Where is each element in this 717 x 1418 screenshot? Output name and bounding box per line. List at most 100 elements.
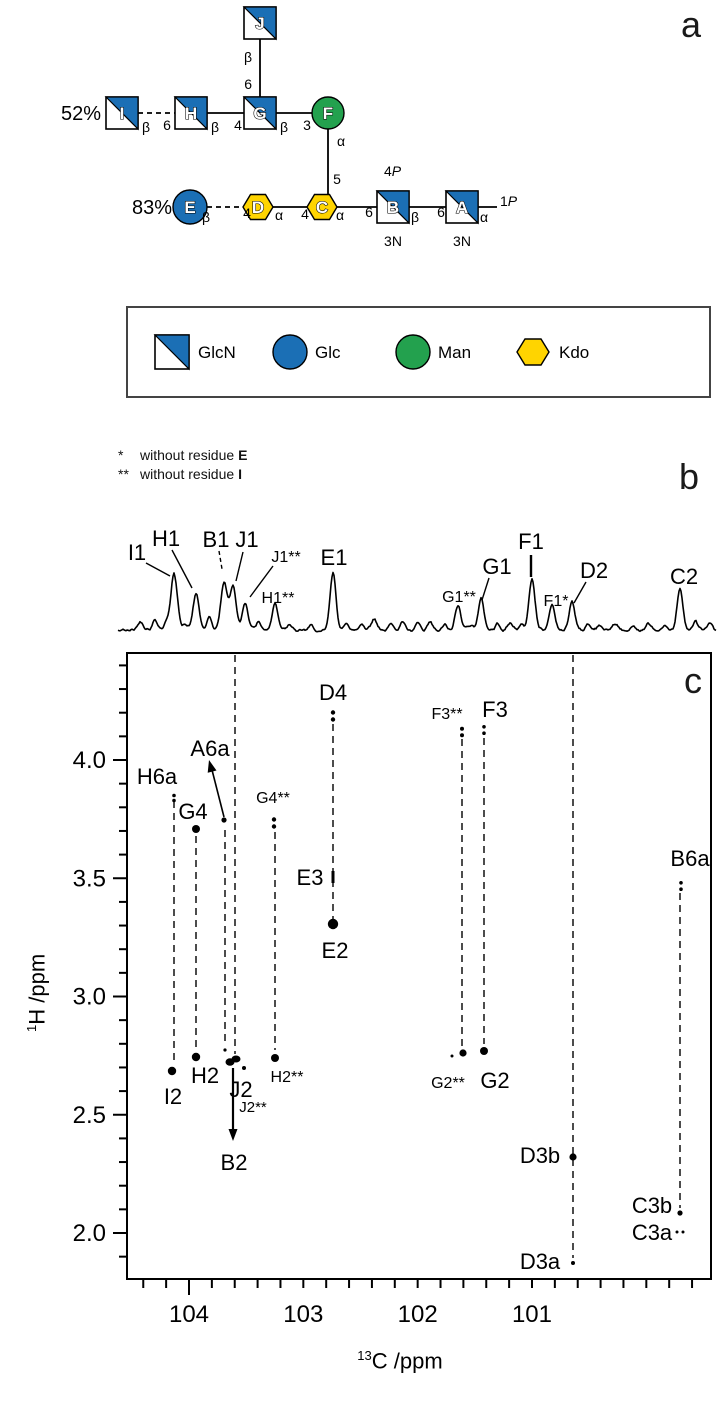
linkage-label: 4 xyxy=(301,206,309,222)
linkage-label: α xyxy=(275,207,283,223)
cross-peak-A6a xyxy=(221,817,227,823)
legend-kdo-hexagon xyxy=(516,338,550,366)
y-tick-label: 4.0 xyxy=(73,747,106,774)
peak-label-G1: G1 xyxy=(482,554,511,579)
peak-label-J1**: J1** xyxy=(271,549,300,566)
residue-letter-J: J xyxy=(255,14,264,33)
y-axis-title: 1H /ppm xyxy=(24,892,50,1032)
cross-peak-label-G2**: G2** xyxy=(431,1075,465,1092)
linkage-label: β xyxy=(280,119,288,135)
cross-peak-C3a xyxy=(681,1230,685,1234)
linkage-label: 6 xyxy=(163,117,171,133)
legend-label-Glc: Glc xyxy=(315,343,341,362)
linkage-label: β xyxy=(211,119,219,135)
glcn-triangle-J xyxy=(242,6,277,41)
footnote-2-residue: I xyxy=(238,466,242,482)
x-tick-label: 101 xyxy=(512,1301,552,1328)
x-axis-title: 13C /ppm xyxy=(280,1348,520,1374)
cross-peak-G4** xyxy=(271,824,277,829)
occupancy-percent: 83% xyxy=(132,197,172,219)
footnote-2-text: without residue xyxy=(140,466,239,482)
x-tick-label: 104 xyxy=(169,1301,209,1328)
cross-peak-B6a xyxy=(679,887,683,891)
peak-label-H1: H1 xyxy=(152,526,180,551)
cross-peak-C3a xyxy=(675,1230,679,1234)
cross-peak-B6a xyxy=(679,881,683,885)
cross-peak-label-I2: I2 xyxy=(164,1084,182,1109)
legend-box xyxy=(126,306,711,398)
linkage-label: 3N xyxy=(384,233,402,249)
linkage-label: α xyxy=(480,209,488,225)
peak-pointer-line xyxy=(171,549,193,589)
x-tick-label: 102 xyxy=(398,1301,438,1328)
cross-peak-label-B6a: B6a xyxy=(670,846,710,871)
footnote-1-star: * xyxy=(118,447,124,463)
cross-peak-D3a xyxy=(571,1261,575,1265)
panel-label-b: b xyxy=(679,456,700,497)
linkage-label: 4 xyxy=(243,205,251,221)
footnote-1-text: without residue xyxy=(140,447,239,463)
footnote-1-residue: E xyxy=(238,447,248,463)
cross-peak-label-H6a: H6a xyxy=(137,764,178,789)
phosphate-label: 1P xyxy=(500,193,518,209)
legend-glcn-triangle xyxy=(153,334,190,371)
cross-peak-D4 xyxy=(330,717,336,722)
cross-peak-F3 xyxy=(482,725,486,729)
cross-peak-G4** xyxy=(271,817,277,822)
cross-peak-H2 xyxy=(191,1052,201,1062)
cross-peak-label-C3b: C3b xyxy=(632,1193,672,1218)
linkage-label: β xyxy=(411,209,419,225)
glcn-triangle-A xyxy=(444,190,479,225)
peak-label-G1**: G1** xyxy=(442,589,476,606)
peak-pointer-line xyxy=(573,581,587,604)
peak-label-F1*: F1* xyxy=(544,593,569,610)
footnote-1: * without residue E xyxy=(118,446,247,465)
residue-letter-F: F xyxy=(323,104,333,123)
footnotes: * without residue E ** without residue I xyxy=(118,446,247,484)
cross-peak-H6a xyxy=(172,793,176,798)
peak-label-H1**: H1** xyxy=(262,590,295,607)
glcn-triangle-I xyxy=(104,96,139,131)
y-tick-label: 2.0 xyxy=(73,1220,106,1247)
peak-pointer-line xyxy=(481,577,490,601)
glcn-triangle-B xyxy=(375,190,410,225)
glcn-triangle-G xyxy=(242,96,277,131)
cross-peak-label-J2**: J2** xyxy=(239,1099,267,1116)
A6a-arrow-head xyxy=(207,760,217,773)
footnote-2: ** without residue I xyxy=(118,465,247,484)
cross-peak-label-E2: E2 xyxy=(322,938,349,963)
spectrum-trace xyxy=(117,571,717,633)
y-axis-title-sup: 1 xyxy=(24,1024,39,1032)
peak-pointer-line xyxy=(249,565,274,598)
kdo-hexagon-D xyxy=(242,193,274,221)
linkage-label: 3 xyxy=(303,117,311,133)
y-tick-label: 3.5 xyxy=(73,865,106,892)
legend-glc-circle xyxy=(272,334,308,370)
linkage-label: 6 xyxy=(437,204,445,220)
x-axis-title-text: C /ppm xyxy=(371,1348,443,1374)
peak-pointer-line xyxy=(218,550,223,570)
cross-peak-label-D3b: D3b xyxy=(520,1143,560,1168)
cross-peak-label-F3: F3 xyxy=(482,697,508,722)
linkage-label: 5 xyxy=(333,171,341,187)
A6a-arrow xyxy=(210,765,225,818)
linkage-label: β xyxy=(202,209,210,225)
occupancy-percent: 52% xyxy=(61,103,101,125)
x-axis-title-sup: 13 xyxy=(357,1348,372,1363)
cross-peak-E2 xyxy=(327,918,339,930)
cross-peak-label-B2: B2 xyxy=(221,1150,248,1175)
residue-letter-H: H xyxy=(185,104,197,123)
legend-label-Kdo: Kdo xyxy=(559,343,589,362)
plot-frame xyxy=(126,652,712,1280)
cross-peak-label-D3a: D3a xyxy=(520,1249,561,1274)
cross-peak-J2** xyxy=(242,1066,246,1070)
residue-letter-C: C xyxy=(316,198,328,217)
legend-label-Man: Man xyxy=(438,343,471,362)
cross-peak-label-H2: H2 xyxy=(191,1063,219,1088)
cross-peak-F3** xyxy=(460,726,464,731)
linkage-label: 6 xyxy=(244,76,252,92)
cross-peak-J2-small xyxy=(223,1048,227,1052)
linkage-label: β xyxy=(244,49,252,65)
y-tick-label: 2.5 xyxy=(73,1102,106,1129)
